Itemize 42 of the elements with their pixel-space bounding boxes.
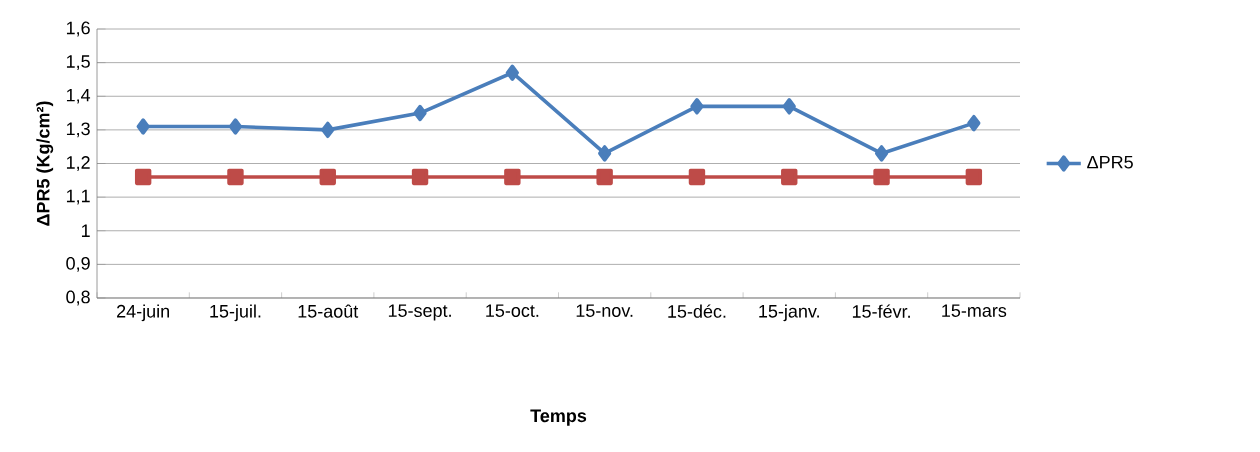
y-tick-label: 0,9 [66, 256, 90, 272]
point [690, 98, 704, 115]
x-tick-label: 15-mars [942, 304, 1007, 317]
x-tick-label: 15-août [298, 304, 359, 318]
point [598, 145, 612, 162]
point [134, 168, 152, 186]
point [782, 98, 796, 115]
point [596, 168, 613, 186]
point [873, 168, 890, 186]
point [227, 168, 244, 186]
point [321, 121, 335, 139]
point [228, 118, 243, 135]
x-tick-label: 15-sept. [388, 304, 451, 321]
x-tick-label: 15-oct. [486, 304, 539, 317]
point [967, 114, 981, 132]
point [504, 168, 521, 186]
y-tick-label: 1,3 [66, 122, 90, 138]
x-tick-label: 15-févr. [852, 304, 910, 318]
point [413, 104, 427, 122]
y-tick-label: 0,8 [66, 290, 90, 306]
point [505, 64, 519, 81]
point [319, 168, 336, 186]
legend-label: ΔPR5 [1087, 155, 1133, 169]
y-tick-label: 1,1 [66, 189, 90, 205]
point [688, 168, 706, 186]
x-tick-label: 15-janv. [759, 304, 819, 322]
point [781, 168, 798, 186]
y-tick-label: 1,4 [66, 88, 91, 104]
y-tick-label: 1 [81, 224, 90, 237]
y-tick-label: 1,5 [66, 55, 90, 70]
x-tick-label: 15-nov. [576, 304, 633, 317]
point [136, 118, 150, 135]
x-tick-label: 24-juin [117, 304, 169, 322]
point [874, 145, 889, 162]
x-tick-label: 15-juil. [210, 304, 261, 322]
point [965, 168, 983, 186]
y-axis-title: ΔPR5 (Kg/cm²) [36, 101, 54, 226]
point [411, 168, 429, 186]
x-axis-title: Temps [530, 409, 587, 426]
x-tick-label: 15-déc. [668, 304, 726, 318]
y-tick-label: 1,6 [66, 21, 90, 37]
y-tick-label: 1,2 [66, 156, 90, 171]
